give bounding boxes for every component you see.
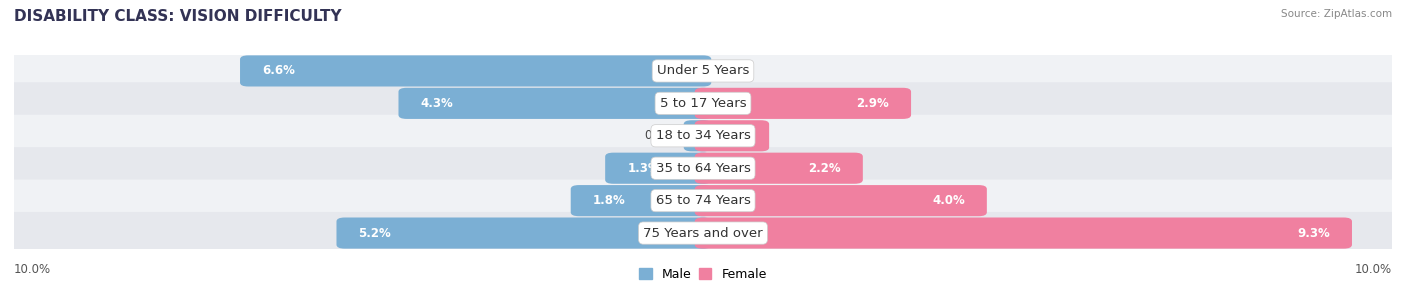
Text: 0.84%: 0.84% xyxy=(706,129,747,142)
FancyBboxPatch shape xyxy=(695,88,911,119)
Text: 2.9%: 2.9% xyxy=(856,97,889,110)
Text: 9.3%: 9.3% xyxy=(1298,226,1330,240)
Text: 4.0%: 4.0% xyxy=(932,194,965,207)
FancyBboxPatch shape xyxy=(398,88,711,119)
FancyBboxPatch shape xyxy=(695,217,1353,249)
Text: 75 Years and over: 75 Years and over xyxy=(643,226,763,240)
Text: DISABILITY CLASS: VISION DIFFICULTY: DISABILITY CLASS: VISION DIFFICULTY xyxy=(14,9,342,24)
FancyBboxPatch shape xyxy=(605,153,711,184)
Legend: Male, Female: Male, Female xyxy=(634,263,772,286)
FancyBboxPatch shape xyxy=(4,115,1402,157)
Text: 18 to 34 Years: 18 to 34 Years xyxy=(655,129,751,142)
Text: 0.0%: 0.0% xyxy=(713,64,742,78)
FancyBboxPatch shape xyxy=(571,185,711,216)
FancyBboxPatch shape xyxy=(240,55,711,87)
FancyBboxPatch shape xyxy=(4,212,1402,254)
FancyBboxPatch shape xyxy=(695,153,863,184)
Text: 65 to 74 Years: 65 to 74 Years xyxy=(655,194,751,207)
Text: 4.3%: 4.3% xyxy=(420,97,453,110)
FancyBboxPatch shape xyxy=(4,180,1402,222)
Text: 10.0%: 10.0% xyxy=(14,263,51,276)
Text: 35 to 64 Years: 35 to 64 Years xyxy=(655,162,751,175)
Text: 1.3%: 1.3% xyxy=(627,162,659,175)
FancyBboxPatch shape xyxy=(4,82,1402,124)
Text: 6.6%: 6.6% xyxy=(262,64,295,78)
FancyBboxPatch shape xyxy=(4,147,1402,189)
Text: 10.0%: 10.0% xyxy=(1355,263,1392,276)
FancyBboxPatch shape xyxy=(336,217,711,249)
Text: 1.8%: 1.8% xyxy=(593,194,626,207)
FancyBboxPatch shape xyxy=(4,50,1402,92)
Text: Source: ZipAtlas.com: Source: ZipAtlas.com xyxy=(1281,9,1392,19)
Text: 5.2%: 5.2% xyxy=(359,226,391,240)
FancyBboxPatch shape xyxy=(695,185,987,216)
FancyBboxPatch shape xyxy=(695,120,769,151)
Text: 0.16%: 0.16% xyxy=(644,129,682,142)
Text: 5 to 17 Years: 5 to 17 Years xyxy=(659,97,747,110)
Text: Under 5 Years: Under 5 Years xyxy=(657,64,749,78)
Text: 2.2%: 2.2% xyxy=(808,162,841,175)
FancyBboxPatch shape xyxy=(683,120,711,151)
